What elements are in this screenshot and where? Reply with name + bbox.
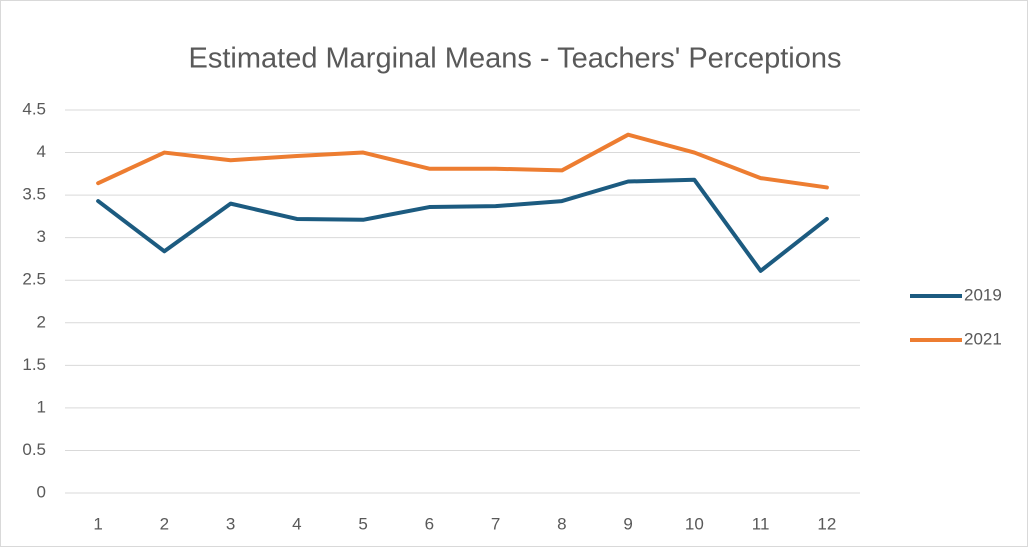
x-tick-label: 9 <box>623 514 632 533</box>
x-tick-label: 4 <box>292 514 301 533</box>
y-tick-label: 1 <box>37 397 46 416</box>
y-tick-label: 1.5 <box>22 355 46 374</box>
chart-title: Estimated Marginal Means - Teachers' Per… <box>189 43 842 75</box>
y-tick-label: 2.5 <box>22 270 46 289</box>
x-tick-label: 6 <box>425 514 434 533</box>
x-tick-label: 11 <box>752 514 770 533</box>
y-tick-label: 3 <box>37 227 46 246</box>
y-tick-label: 2 <box>37 312 46 331</box>
y-tick-label: 0 <box>37 482 46 501</box>
x-tick-label: 12 <box>817 514 836 533</box>
x-tick-label: 7 <box>491 514 500 533</box>
x-tick-label: 8 <box>557 514 566 533</box>
y-tick-label: 0.5 <box>22 440 46 459</box>
series-line <box>96 132 829 190</box>
x-tick-label: 2 <box>160 514 169 533</box>
y-tick-label: 4 <box>37 142 46 161</box>
series-line <box>96 177 829 273</box>
x-tick-label: 10 <box>685 514 704 533</box>
y-tick-label: 4.5 <box>22 99 46 118</box>
x-tick-label: 3 <box>226 514 235 533</box>
x-tick-label: 5 <box>358 514 367 533</box>
x-tick-label: 1 <box>93 514 102 533</box>
legend-label: 2021 <box>964 329 1002 348</box>
legend-label: 2019 <box>964 285 1002 304</box>
y-tick-label: 3.5 <box>22 185 46 204</box>
